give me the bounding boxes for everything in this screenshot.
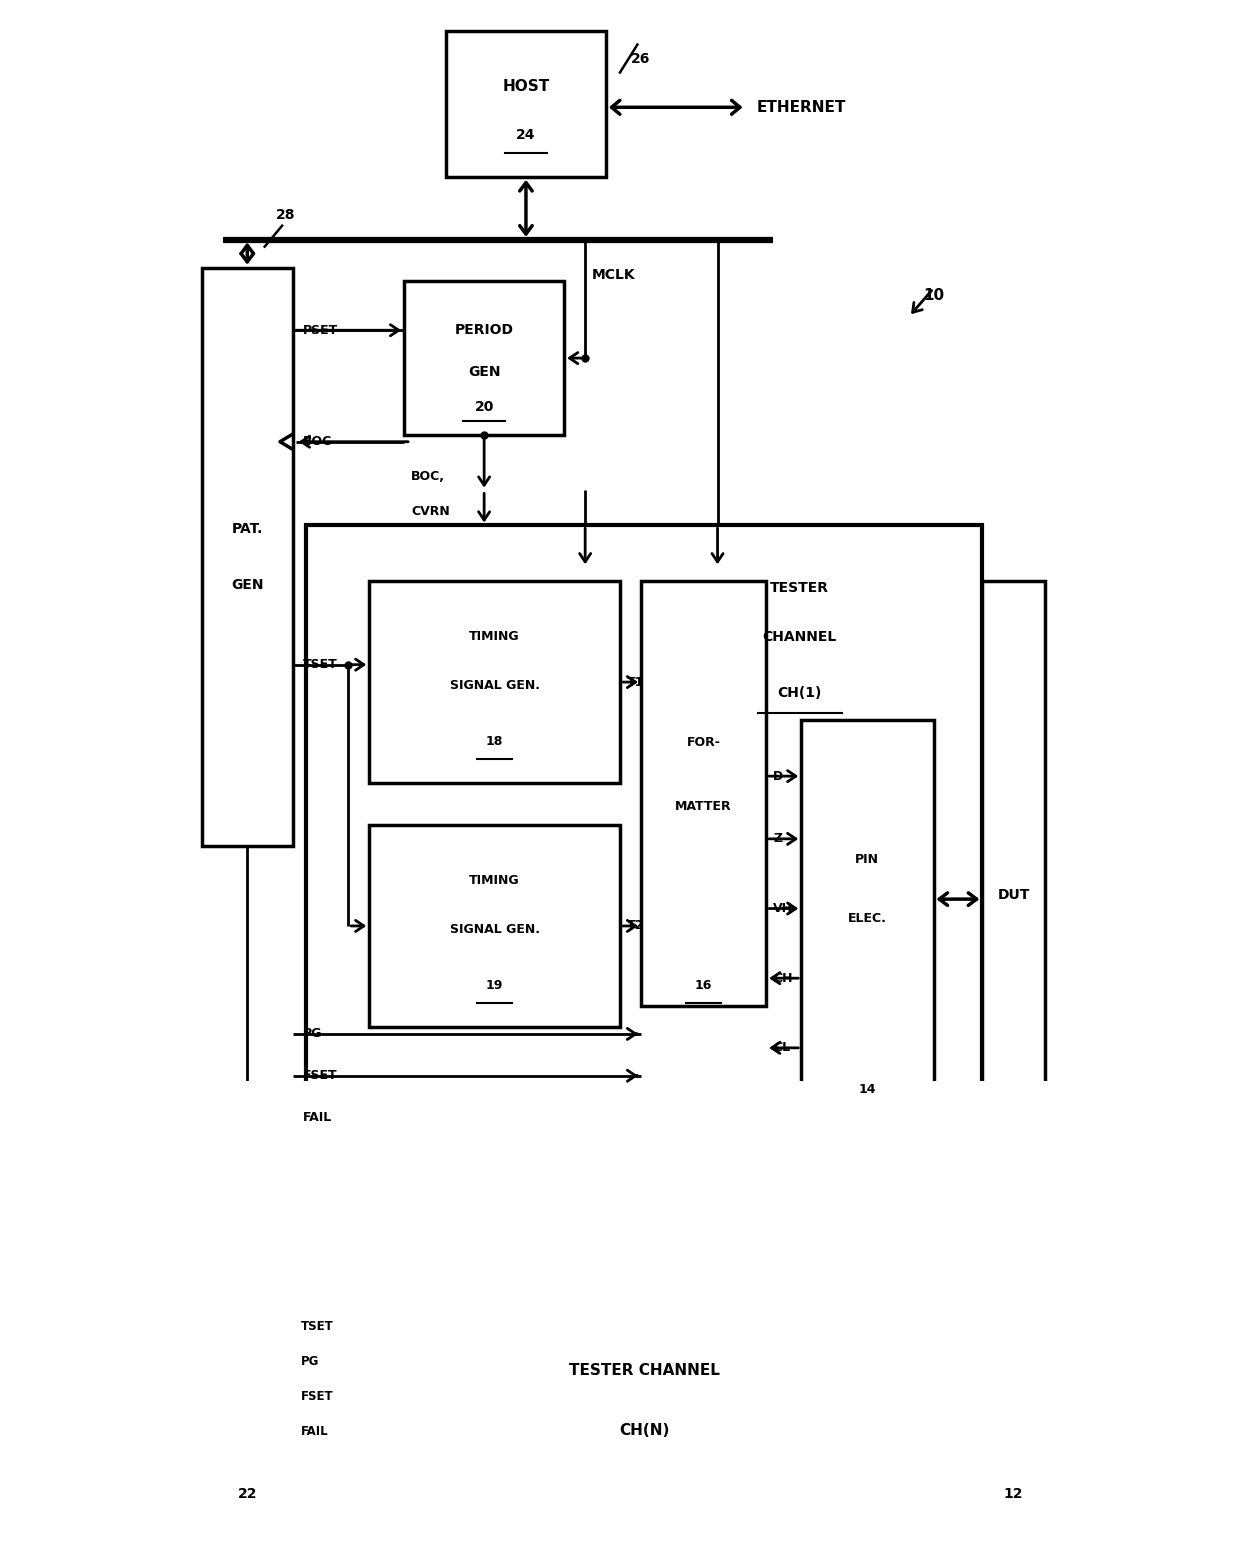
Text: FOR-: FOR- [687,736,720,749]
Text: CH(1): CH(1) [777,685,822,699]
Bar [404,282,564,435]
Text: T2: T2 [627,919,645,933]
Text: CVRN: CVRN [410,504,450,518]
Text: BOC: BOC [303,435,332,449]
Text: 24: 24 [516,128,536,142]
Text: MCLK: MCLK [593,268,636,282]
Bar [982,1320,1045,1467]
Text: TESTER: TESTER [770,582,830,596]
Text: 28: 28 [275,209,295,223]
Text: MATTER: MATTER [676,800,732,812]
Text: VH: VH [774,902,794,914]
Bar [370,825,620,1027]
Text: CH(N): CH(N) [619,1423,670,1437]
Text: 16: 16 [694,979,712,992]
Text: GEN: GEN [467,365,501,379]
Text: 18: 18 [486,735,503,747]
Bar [306,526,982,1159]
Text: 10: 10 [923,288,944,303]
Text: PG: PG [303,1027,322,1041]
Text: PERIOD: PERIOD [455,323,513,337]
Text: ELEC.: ELEC. [848,913,887,925]
Text: Z: Z [774,832,782,845]
Text: 19: 19 [486,979,503,992]
Text: 14: 14 [858,1083,877,1097]
Bar [202,268,293,846]
Text: SIGNAL GEN.: SIGNAL GEN. [450,679,539,692]
Text: ETHERNET: ETHERNET [756,101,846,114]
Bar [446,31,606,176]
Text: PSET: PSET [303,323,339,337]
Text: FAIL: FAIL [301,1425,329,1437]
Text: PAT.: PAT. [232,521,263,535]
Bar [801,721,934,1117]
Text: DUT: DUT [997,888,1030,902]
Bar [202,1320,293,1467]
Text: 26: 26 [631,51,651,65]
Text: T1: T1 [627,676,645,688]
Text: TSET: TSET [301,1320,334,1334]
Text: TESTER CHANNEL: TESTER CHANNEL [569,1363,720,1378]
Text: FSET: FSET [301,1389,334,1403]
Text: FSET: FSET [303,1069,337,1083]
Text: FAIL: FAIL [303,1111,332,1125]
Text: TIMING: TIMING [469,874,520,886]
Text: SIGNAL GEN.: SIGNAL GEN. [450,924,539,936]
Text: TSET: TSET [303,657,337,671]
Text: PIN: PIN [856,852,879,866]
Text: CHANNEL: CHANNEL [763,630,837,644]
Bar [370,582,620,783]
Text: PG: PG [301,1355,319,1368]
Bar [982,582,1045,1208]
Text: GEN: GEN [231,577,264,591]
Text: 12: 12 [1004,1487,1023,1501]
Bar [641,582,766,1006]
Text: CL: CL [774,1041,790,1055]
Text: HOST: HOST [502,79,549,94]
Text: BOC,: BOC, [410,470,445,483]
Text: 22: 22 [238,1487,257,1501]
Bar [306,1298,982,1487]
Text: TIMING: TIMING [469,630,520,644]
Text: D: D [774,770,784,783]
Text: 20: 20 [475,399,494,415]
Text: CH: CH [774,972,792,985]
